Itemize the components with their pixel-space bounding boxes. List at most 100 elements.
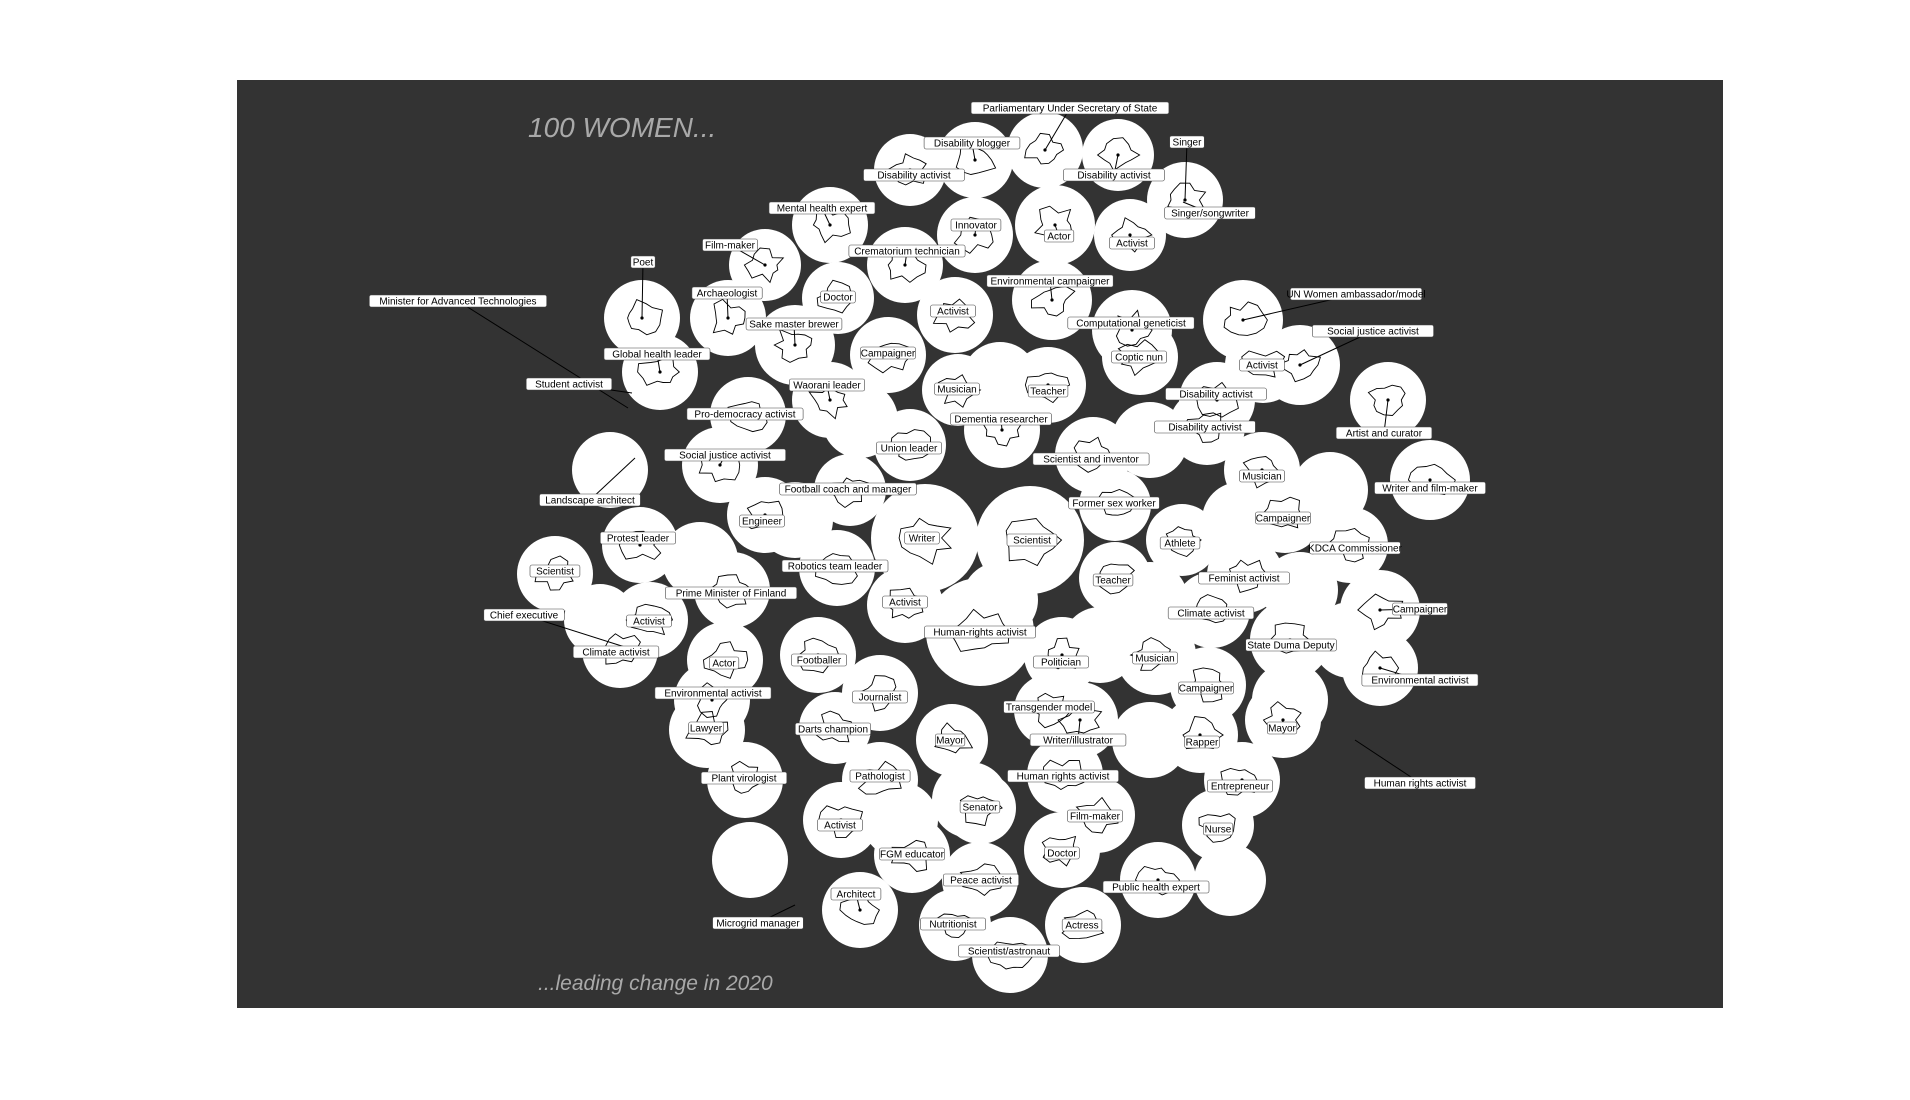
bubble-dot-15 xyxy=(1050,298,1054,302)
label-bg-27 xyxy=(788,378,865,392)
label-bg-35 xyxy=(876,441,942,455)
label-text-39: Football coach and manager xyxy=(785,485,912,496)
label-45: Protest leader xyxy=(599,531,676,545)
label-94: Actress xyxy=(1061,918,1103,932)
label-text-16: UN Women ambassador/model xyxy=(1286,290,1425,301)
label-bg-8 xyxy=(1044,229,1075,243)
label-text-49: KDCA Commissioner xyxy=(1308,544,1403,555)
label-text-27: Waorani leader xyxy=(793,381,861,392)
label-15: Environmental campaigner xyxy=(986,274,1114,288)
bubble-dot-91 xyxy=(858,908,862,912)
label-39: Football coach and manager xyxy=(779,482,917,496)
country-outline-29 xyxy=(1024,372,1071,404)
label-61: State Duma Deputy xyxy=(1245,638,1337,652)
bubble-dot-55 xyxy=(1378,608,1382,612)
label-text-29: Teacher xyxy=(1030,387,1066,398)
label-text-88: Doctor xyxy=(1047,849,1077,860)
bubble-dot-10 xyxy=(1128,233,1132,237)
label-text-23: Coptic nun xyxy=(1115,353,1163,364)
label-85: Activist xyxy=(817,818,863,832)
label-20: Sake master brewer xyxy=(745,317,843,331)
label-88: Doctor xyxy=(1044,846,1080,860)
label-14: Doctor xyxy=(820,290,856,304)
bubble-dot-24 xyxy=(658,370,662,374)
label-bg-46 xyxy=(904,531,940,545)
label-bg-73 xyxy=(794,722,871,736)
label-80: Human rights activist xyxy=(1007,769,1119,783)
label-48: Athlete xyxy=(1159,536,1201,550)
leader-line-17 xyxy=(457,300,629,409)
bubble-dot-0 xyxy=(1043,148,1047,152)
bubble-dot-9 xyxy=(763,263,767,267)
label-50: Robotics team leader xyxy=(781,559,889,573)
label-bg-92 xyxy=(712,916,804,930)
label-text-3: Disability activist xyxy=(877,171,951,182)
label-text-31: Pro-democracy activist xyxy=(694,410,795,421)
label-bg-5 xyxy=(1164,206,1256,220)
label-bg-16 xyxy=(1290,287,1423,301)
label-bg-48 xyxy=(1159,536,1201,550)
label-text-35: Union leader xyxy=(881,444,938,455)
label-3: Disability activist xyxy=(863,168,965,182)
label-text-40: Writer and film-maker xyxy=(1382,484,1478,495)
leader-line-41 xyxy=(589,457,636,501)
label-bg-1 xyxy=(923,136,1021,150)
label-text-73: Darts champion xyxy=(798,725,868,736)
label-87: FGM educator xyxy=(879,847,945,861)
label-bg-20 xyxy=(745,317,843,331)
label-bg-39 xyxy=(779,482,917,496)
label-bg-26 xyxy=(525,377,613,391)
label-5: Singer/songwriter xyxy=(1164,206,1256,220)
label-bg-59 xyxy=(626,614,672,628)
label-41: Landscape architect xyxy=(539,493,641,507)
bubble-dot-12 xyxy=(640,316,644,320)
label-74: Mayor xyxy=(934,733,966,747)
label-53: Feminist activist xyxy=(1198,571,1290,585)
label-text-60: Human-rights activist xyxy=(933,628,1027,639)
label-26: Student activist xyxy=(525,377,613,391)
label-bg-75 xyxy=(1029,733,1127,747)
label-text-48: Athlete xyxy=(1164,539,1196,550)
label-text-44: Campaigner xyxy=(1256,514,1311,525)
country-outline-55 xyxy=(1357,593,1404,631)
label-text-22: Campaigner xyxy=(861,349,916,360)
country-outline-20 xyxy=(773,328,813,363)
label-90: Public health expert xyxy=(1102,880,1210,894)
label-bg-12 xyxy=(630,255,656,269)
label-47: Scientist xyxy=(1006,533,1058,547)
label-text-80: Human rights activist xyxy=(1017,772,1110,783)
bubble-dot-33 xyxy=(1386,398,1390,402)
bubble-dot-67 xyxy=(1378,666,1382,670)
leader-line-12 xyxy=(641,261,644,319)
label-text-28: Musician xyxy=(937,385,976,396)
label-text-42: Former sex worker xyxy=(1072,499,1156,510)
label-bg-19 xyxy=(1312,324,1434,338)
bubble-dot-36 xyxy=(718,463,722,467)
label-text-65: Actor xyxy=(712,659,736,670)
label-35: Union leader xyxy=(876,441,942,455)
label-bg-14 xyxy=(820,290,856,304)
label-bg-37 xyxy=(1032,452,1150,466)
label-text-64: Musician xyxy=(1135,654,1174,665)
country-outline-46 xyxy=(898,517,953,565)
bubble-dot-19 xyxy=(1298,363,1302,367)
label-11: Crematorium technician xyxy=(848,244,966,258)
label-text-53: Feminist activist xyxy=(1208,574,1279,585)
label-text-7: Innovator xyxy=(955,221,997,232)
label-75: Writer/illustrator xyxy=(1029,733,1127,747)
label-23: Coptic nun xyxy=(1111,350,1167,364)
label-76: Mayor xyxy=(1267,721,1298,735)
bubble-dot-13 xyxy=(726,316,730,320)
label-bg-7 xyxy=(950,218,1002,232)
country-outline-27 xyxy=(808,388,848,420)
label-2: Singer xyxy=(1169,135,1205,149)
label-text-41: Landscape architect xyxy=(545,496,635,507)
label-bg-85 xyxy=(817,818,863,832)
bubble-dot-1 xyxy=(973,158,977,162)
label-text-78: Plant virologist xyxy=(711,774,776,785)
label-86: Nurse xyxy=(1203,822,1234,836)
label-text-24: Global health leader xyxy=(612,350,702,361)
label-82: Human rights activist xyxy=(1364,776,1476,790)
label-bg-6 xyxy=(768,201,876,215)
label-text-81: Entrepreneur xyxy=(1211,782,1270,793)
